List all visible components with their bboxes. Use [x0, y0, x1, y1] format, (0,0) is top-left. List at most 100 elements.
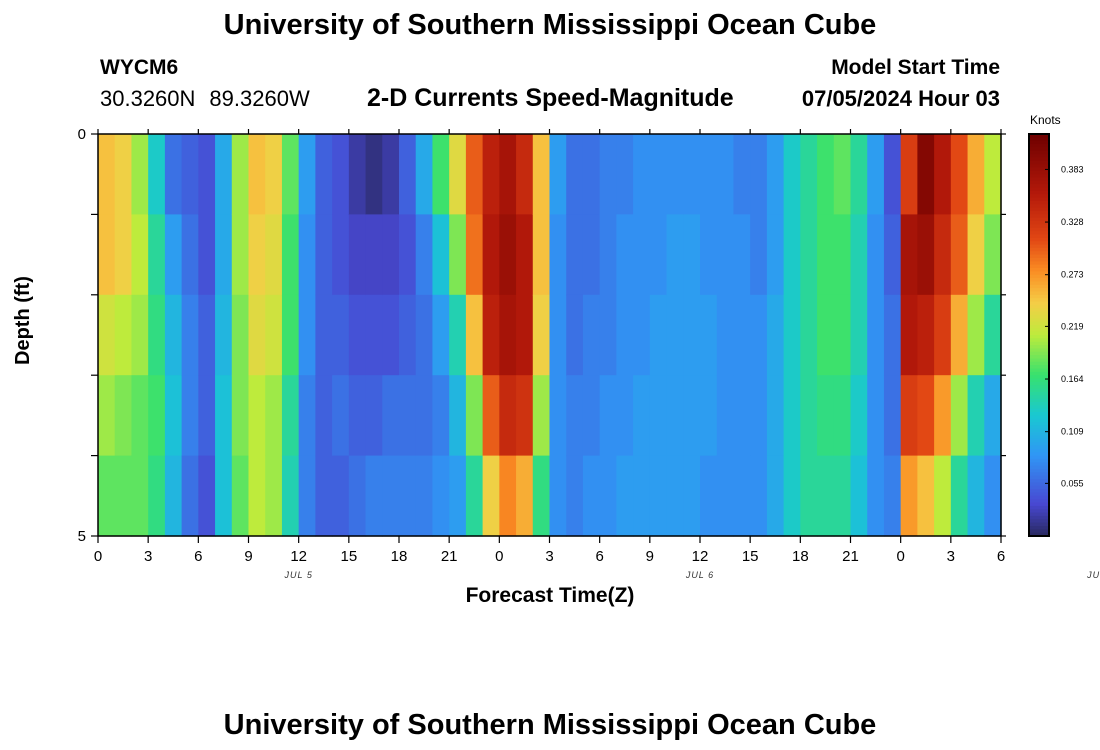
- colorbar-segment: [1029, 288, 1049, 293]
- date-label: JUL 7: [1086, 570, 1100, 580]
- heatmap-cell: [566, 375, 584, 457]
- colorbar-tick-label: 0.328: [1061, 217, 1084, 227]
- colorbar-segment: [1029, 197, 1049, 202]
- heatmap-cell: [867, 375, 885, 457]
- colorbar-segment: [1029, 425, 1049, 430]
- heatmap-cell: [449, 134, 467, 215]
- colorbar-segment: [1029, 499, 1049, 504]
- heatmap-cell: [348, 455, 367, 537]
- heatmap-cell: [348, 214, 367, 296]
- colorbar-segment: [1029, 398, 1049, 403]
- colorbar-segment: [1029, 375, 1049, 380]
- colorbar-segment: [1029, 428, 1049, 433]
- colorbar-segment: [1029, 462, 1049, 467]
- colorbar-segment: [1029, 164, 1049, 169]
- colorbar-segment: [1029, 335, 1049, 339]
- heatmap-cell: [582, 214, 601, 296]
- heatmap-cell: [800, 455, 818, 537]
- colorbar-segment: [1029, 268, 1049, 272]
- heatmap-cell: [683, 214, 701, 296]
- colorbar-segment: [1029, 194, 1049, 199]
- heatmap-cell: [415, 294, 434, 376]
- heatmap-cell: [532, 134, 551, 215]
- heatmap-cell: [449, 214, 467, 296]
- colorbar-unit: Knots: [1030, 113, 1061, 127]
- heatmap-cell: [181, 375, 199, 457]
- heatmap-cell: [649, 214, 668, 296]
- colorbar-segment: [1029, 147, 1049, 152]
- colorbar-segment: [1029, 278, 1049, 282]
- heatmap-cell: [783, 134, 801, 215]
- heatmap-cell: [783, 214, 801, 296]
- colorbar-segment: [1029, 529, 1049, 534]
- heatmap-cell: [365, 214, 383, 296]
- colorbar-segment: [1029, 167, 1049, 172]
- colorbar-segment: [1029, 485, 1049, 490]
- heatmap-cell: [950, 134, 969, 215]
- colorbar-segment: [1029, 438, 1049, 443]
- heatmap-cell: [181, 294, 199, 376]
- colorbar: 0.055 0.109 0.164 0.219 0.273 0.328 0.383: [1028, 133, 1084, 537]
- heatmap-cell: [265, 134, 283, 215]
- heatmap-cell: [131, 214, 149, 296]
- heatmap-cell: [415, 214, 434, 296]
- heatmap-cell: [348, 294, 367, 376]
- heatmap-cell: [449, 294, 467, 376]
- heatmap-cell: [432, 134, 450, 215]
- station-id: WYCM6: [100, 56, 179, 79]
- heatmap-cell: [633, 294, 651, 376]
- heatmap-cell: [616, 214, 634, 296]
- y-axis-label: Depth (ft): [12, 276, 34, 365]
- heatmap-cell: [148, 134, 166, 215]
- heatmap-cell: [465, 375, 484, 457]
- heatmap-cell: [449, 455, 467, 537]
- heatmap-cell: [399, 214, 417, 296]
- heatmap-cell: [950, 375, 969, 457]
- heatmap-cell: [616, 375, 634, 457]
- colorbar-segment: [1029, 298, 1049, 303]
- heatmap-cell: [198, 134, 216, 215]
- heatmap-cell: [616, 294, 634, 376]
- heatmap-cell: [967, 375, 985, 457]
- heatmap-cell: [399, 455, 417, 537]
- heatmap-cell: [549, 375, 567, 457]
- heatmap-cell: [382, 134, 400, 215]
- heatmap-cell: [465, 455, 484, 537]
- heatmap-cell: [499, 375, 517, 457]
- heatmap-cell: [967, 455, 985, 537]
- colorbar-segment: [1029, 385, 1049, 390]
- colorbar-segment: [1029, 448, 1049, 453]
- model-start-label: Model Start Time: [831, 56, 1000, 79]
- heatmap-cell: [967, 294, 985, 376]
- longitude: 89.3260W: [209, 86, 310, 111]
- heatmap-cell: [750, 134, 768, 215]
- heatmap-cell: [984, 294, 1002, 376]
- date-label: JUL 5: [283, 570, 312, 580]
- heatmap-cell: [131, 294, 149, 376]
- colorbar-segment: [1029, 301, 1049, 306]
- colorbar-frame: [1028, 133, 1050, 537]
- colorbar-segment: [1029, 515, 1049, 520]
- colorbar-segment: [1029, 231, 1049, 236]
- heatmap-cell: [716, 375, 735, 457]
- heatmap-cell: [382, 455, 400, 537]
- heatmap-cell: [649, 455, 668, 537]
- heatmap-cell: [231, 455, 250, 537]
- heatmap-cell: [934, 294, 952, 376]
- colorbar-segment: [1029, 348, 1049, 353]
- colorbar-segment: [1029, 455, 1049, 460]
- colorbar-segment: [1029, 154, 1049, 159]
- heatmap-cell: [348, 134, 367, 215]
- heatmap-cell: [783, 294, 801, 376]
- heatmap-cell: [934, 134, 952, 215]
- heatmap-cell: [365, 294, 383, 376]
- heatmap-cell: [415, 455, 434, 537]
- colorbar-segment: [1029, 257, 1049, 262]
- colorbar-segment: [1029, 160, 1049, 165]
- heatmap-cell: [516, 294, 534, 376]
- colorbar-segment: [1029, 254, 1049, 259]
- heatmap-cell: [883, 134, 902, 215]
- heatmap-cell: [532, 214, 551, 296]
- heatmap-cell: [850, 294, 868, 376]
